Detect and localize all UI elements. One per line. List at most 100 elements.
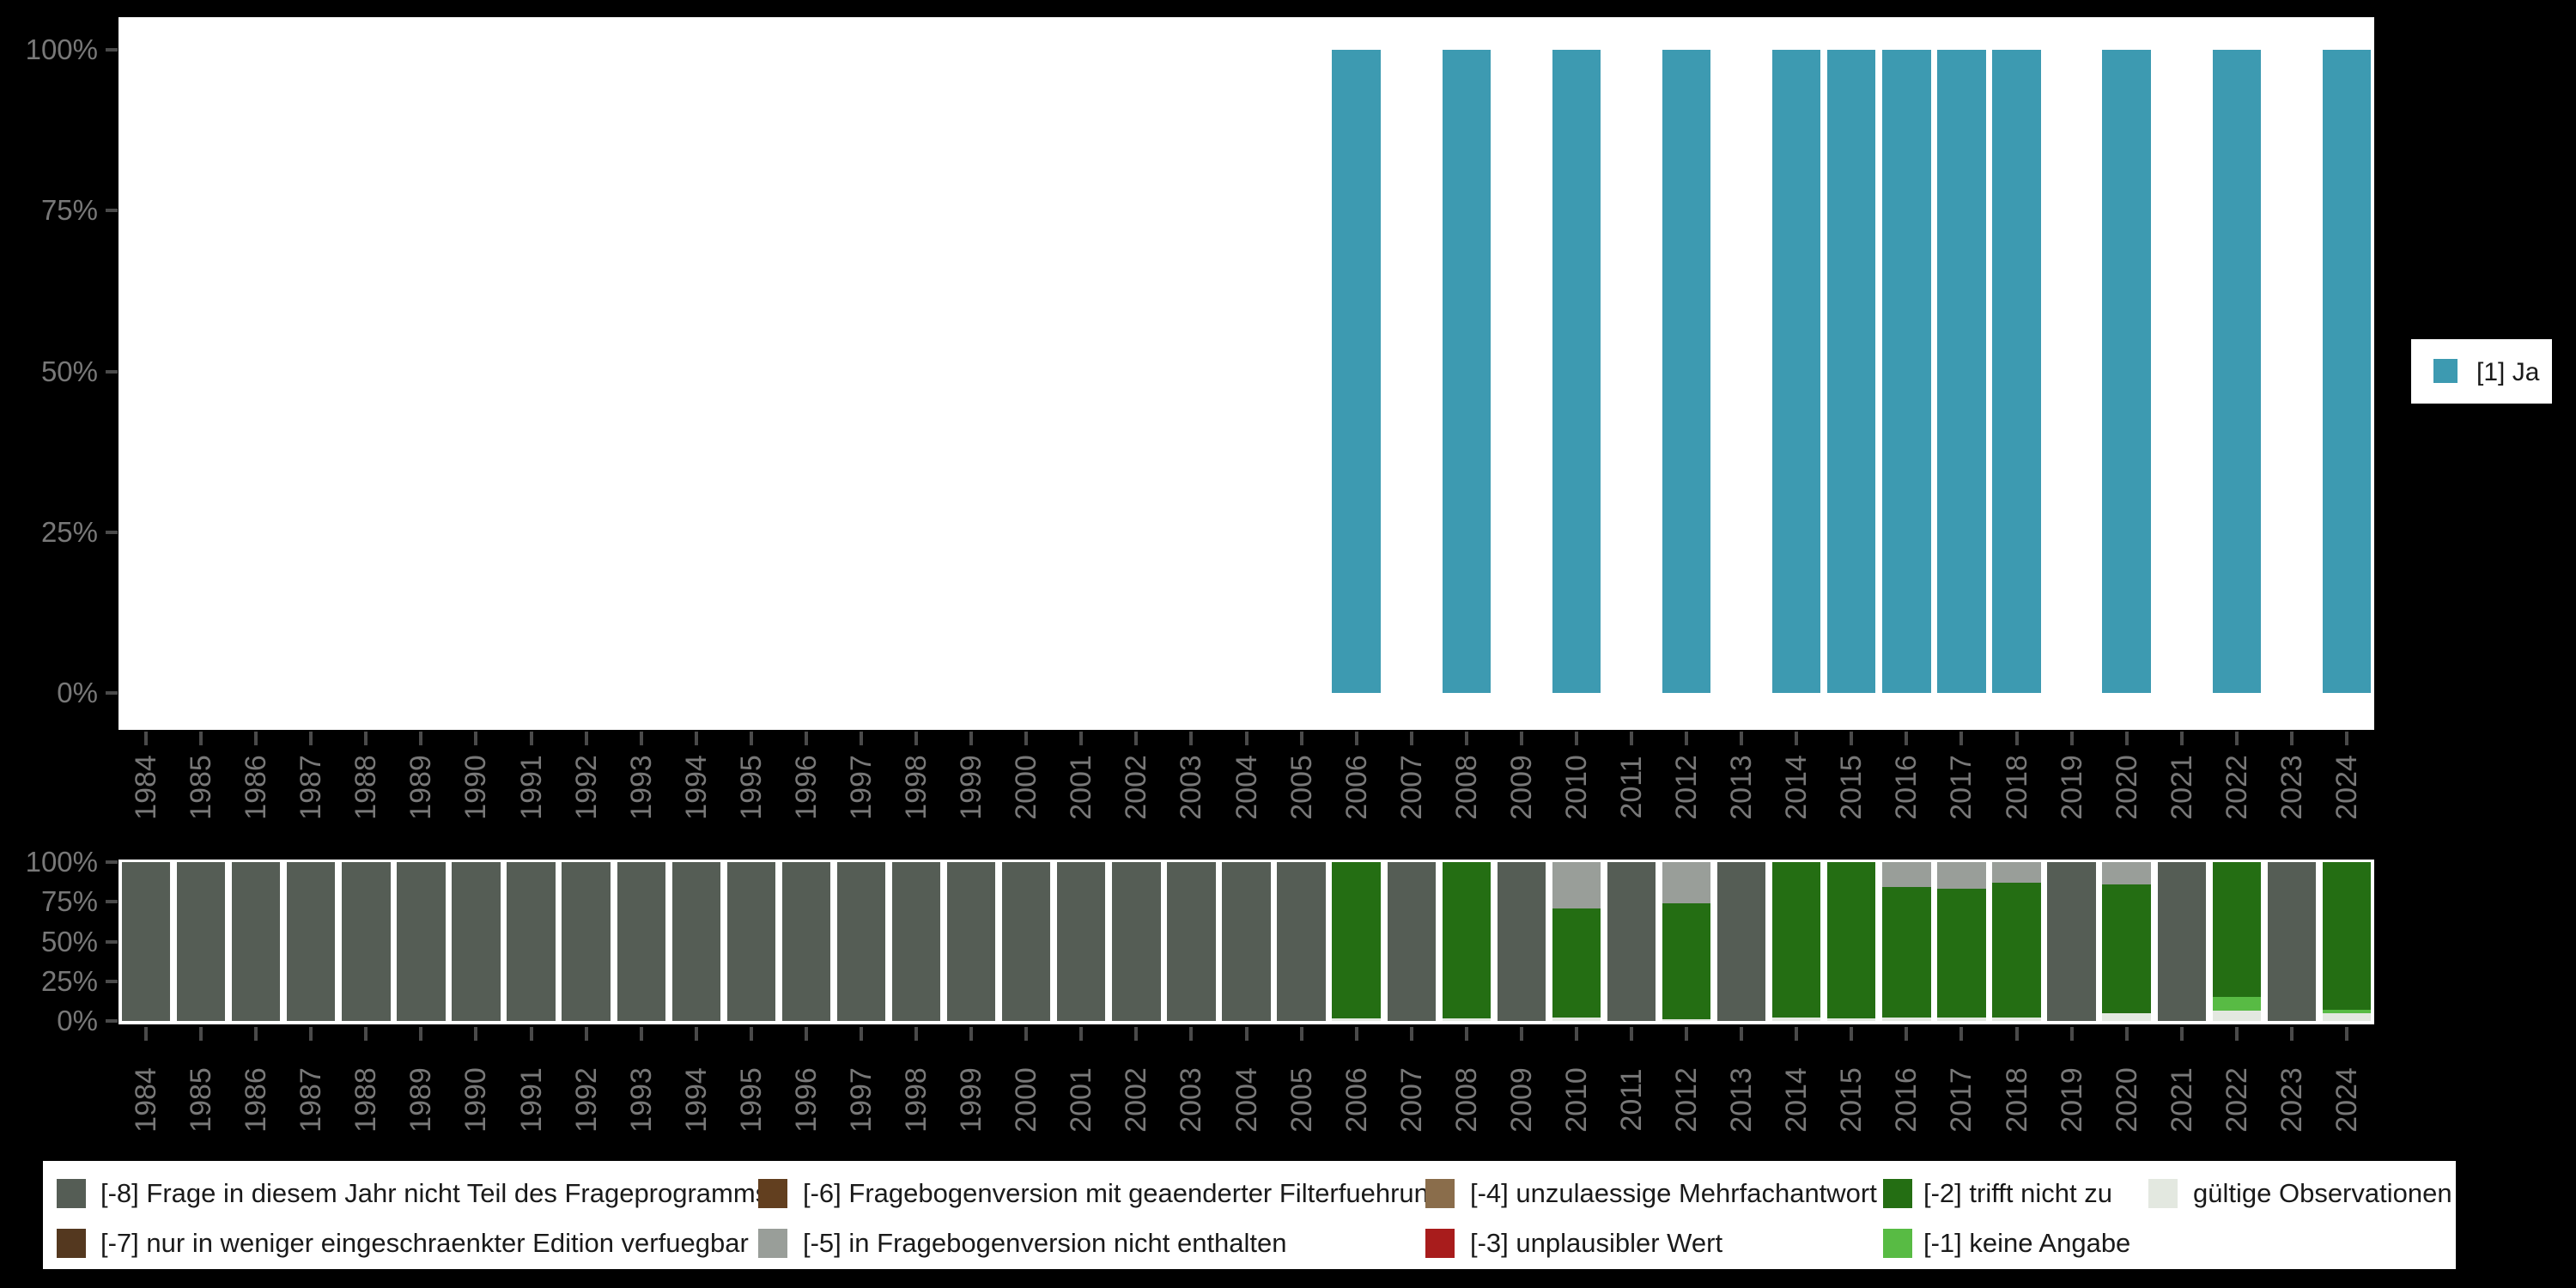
bottom-x-tick-2005 [1299, 1027, 1303, 1041]
bottom-x-tick-2024 [2344, 1027, 2348, 1041]
top-y-label-25%: 25% [40, 515, 98, 548]
top-x-label-1996: 1996 [789, 755, 823, 820]
bottom-x-tick-2010 [1574, 1027, 1578, 1041]
bottom-segment-2017--2 [1937, 889, 1986, 1018]
bottom-x-label-2014: 2014 [1780, 1067, 1814, 1133]
top-bar-2015 [1827, 50, 1876, 693]
bottom-x-label-2015: 2015 [1835, 1067, 1868, 1133]
top-x-label-2008: 2008 [1449, 755, 1483, 820]
top-x-label-2012: 2012 [1670, 755, 1704, 820]
bottom-segment-2022--2 [2212, 862, 2261, 998]
bottom-x-tick-2021 [2179, 1027, 2184, 1041]
top-x-label-2019: 2019 [2055, 755, 2088, 820]
bottom-x-tick-1993 [639, 1027, 643, 1041]
top-x-tick-2019 [2069, 732, 2074, 745]
bottom-x-tick-1987 [309, 1027, 313, 1041]
top-x-tick-2020 [2124, 732, 2129, 745]
top-x-tick-2008 [1464, 732, 1468, 745]
bottom-x-label-2004: 2004 [1230, 1067, 1263, 1133]
bottom-x-tick-2006 [1354, 1027, 1358, 1041]
top-x-tick-1997 [859, 732, 863, 745]
top-bar-2014 [1772, 50, 1821, 693]
legend-label--3: [-3] unplausibler Wert [1470, 1228, 1723, 1258]
top-x-label-1995: 1995 [734, 755, 768, 820]
top-x-tick-1992 [584, 732, 588, 745]
bottom-segment-2001--8 [1057, 862, 1106, 1021]
bottom-y-label-0%: 0% [57, 1005, 98, 1036]
bottom-segment-2018--2 [1992, 883, 2041, 1018]
top-x-tick-2011 [1630, 732, 1633, 745]
top-x-tick-2007 [1409, 732, 1413, 745]
bottom-x-tick-2020 [2124, 1027, 2129, 1041]
bottom-segment-1986--8 [231, 862, 281, 1021]
bottom-segment-2004--8 [1222, 862, 1271, 1021]
top-x-label-1985: 1985 [185, 755, 218, 820]
top-x-label-2023: 2023 [2275, 755, 2308, 820]
legend-swatch--5 [758, 1229, 787, 1258]
top-x-label-2018: 2018 [2000, 755, 2033, 820]
top-x-label-2024: 2024 [2330, 755, 2363, 820]
bottom-x-label-2001: 2001 [1065, 1067, 1098, 1133]
top-x-label-2004: 2004 [1230, 755, 1263, 820]
top-x-tick-1988 [364, 732, 368, 745]
top-x-tick-1996 [804, 732, 808, 745]
bottom-segment-1991--8 [507, 862, 556, 1021]
bottom-segment-1997--8 [836, 862, 886, 1021]
top-x-label-1999: 1999 [955, 755, 988, 820]
bottom-segment-1984--8 [121, 862, 171, 1021]
bottom-segment-2019--8 [2047, 862, 2096, 1021]
top-x-label-2014: 2014 [1780, 755, 1814, 820]
bottom-segment-2013--8 [1716, 862, 1766, 1021]
bottom-x-tick-2009 [1519, 1027, 1523, 1041]
bottom-segment-2024-valid [2322, 1012, 2372, 1021]
top-x-tick-1990 [474, 732, 478, 745]
top-bar-2006 [1332, 50, 1381, 693]
bottom-segment-2009--8 [1497, 862, 1546, 1021]
bottom-x-label-1985: 1985 [185, 1067, 218, 1133]
bottom-segment-2010--2 [1552, 908, 1601, 1018]
bottom-x-label-2023: 2023 [2275, 1067, 2308, 1133]
bottom-x-tick-1989 [419, 1027, 423, 1041]
bottom-segment-1992--8 [562, 862, 611, 1021]
top-x-tick-1986 [254, 732, 258, 745]
bottom-x-label-1987: 1987 [295, 1067, 328, 1133]
top-x-tick-1991 [529, 732, 533, 745]
legend-label-ja: [1] Ja [2476, 358, 2540, 386]
top-x-tick-2012 [1685, 732, 1689, 745]
top-x-tick-1989 [419, 732, 423, 745]
top-bar-2020 [2102, 50, 2151, 693]
bottom-x-label-1997: 1997 [844, 1067, 878, 1133]
bottom-x-label-1995: 1995 [734, 1067, 768, 1133]
bottom-x-tick-1997 [859, 1027, 863, 1041]
bottom-x-label-1991: 1991 [514, 1067, 548, 1133]
top-x-label-1988: 1988 [349, 755, 383, 820]
bottom-x-label-1998: 1998 [900, 1067, 933, 1133]
bottom-segment-2022-valid [2212, 1010, 2261, 1021]
top-x-label-2016: 2016 [1890, 755, 1923, 820]
top-y-tick-25% [106, 530, 118, 534]
bottom-segment-2016-valid [1882, 1018, 1931, 1021]
bottom-x-label-2021: 2021 [2165, 1067, 2198, 1133]
bottom-y-tick-75% [106, 900, 118, 904]
bottom-segment-2021--8 [2157, 862, 2206, 1021]
bottom-x-label-2013: 2013 [1725, 1067, 1759, 1133]
top-x-label-1986: 1986 [240, 755, 273, 820]
bottom-segment-2017-valid [1937, 1018, 1986, 1021]
top-x-label-2009: 2009 [1504, 755, 1538, 820]
bottom-x-label-2012: 2012 [1670, 1067, 1704, 1133]
bottom-x-tick-2013 [1740, 1027, 1744, 1041]
bottom-segment-2006--2 [1332, 862, 1381, 1019]
bottom-x-tick-2014 [1795, 1027, 1799, 1041]
bottom-x-label-1988: 1988 [349, 1067, 383, 1133]
top-x-label-1984: 1984 [130, 755, 163, 820]
legend-label--2: [-2] trifft nicht zu [1923, 1178, 2112, 1208]
top-x-label-1998: 1998 [900, 755, 933, 820]
bottom-x-label-2005: 2005 [1285, 1067, 1318, 1133]
top-x-label-1987: 1987 [295, 755, 328, 820]
bottom-x-tick-2003 [1189, 1027, 1194, 1041]
legend-swatch--7 [57, 1229, 86, 1258]
bottom-segment-2007--8 [1387, 862, 1436, 1021]
top-bar-2016 [1882, 50, 1931, 693]
bottom-x-label-2022: 2022 [2220, 1067, 2253, 1133]
